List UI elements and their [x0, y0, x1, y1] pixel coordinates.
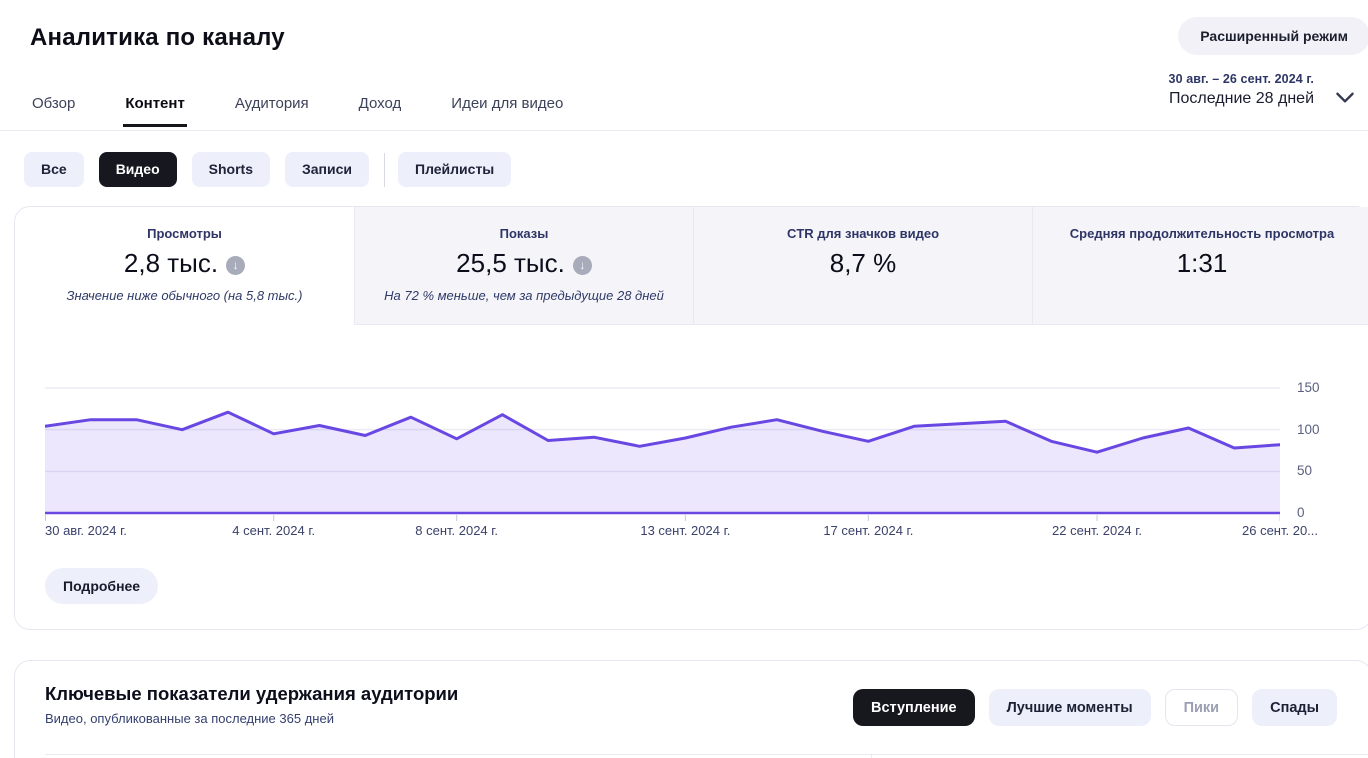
page-title: Аналитика по каналу	[30, 24, 285, 51]
metric-card-avg-duration[interactable]: Средняя продолжительность просмотра 1:31	[1032, 207, 1368, 325]
tab-audience[interactable]: Аудитория	[234, 95, 309, 112]
metric-value: 2,8 тыс. ↓	[15, 248, 354, 279]
retention-subtitle: Видео, опубликованные за последние 365 д…	[45, 711, 334, 726]
chevron-down-icon[interactable]	[1332, 84, 1358, 110]
tab-content[interactable]: Контент	[123, 93, 187, 127]
metric-label: Средняя продолжительность просмотра	[1069, 226, 1335, 241]
x-axis-tick: 13 сент. 2024 г.	[640, 523, 731, 538]
x-axis-tick: 30 авг. 2024 г.	[45, 523, 127, 538]
arrow-down-circle-icon: ↓	[226, 255, 246, 275]
retention-card: Ключевые показатели удержания аудитории …	[14, 660, 1368, 758]
metric-value: 1:31	[1176, 248, 1228, 278]
date-range-selector[interactable]: 30 авг. – 26 сент. 2024 г. Последние 28 …	[1169, 72, 1314, 108]
y-axis-tick: 100	[1297, 421, 1320, 437]
metric-cards-row: Просмотры 2,8 тыс. ↓ Значение ниже обычно…	[15, 207, 1368, 325]
filter-shorts[interactable]: Shorts	[191, 152, 270, 187]
date-range-text: 30 авг. – 26 сент. 2024 г.	[1168, 72, 1314, 86]
content-type-filters: Все Видео Shorts Записи Плейлисты	[24, 152, 526, 187]
metric-card-impressions[interactable]: Показы 25,5 тыс. ↓ На 72 % меньше, чем за…	[354, 207, 693, 325]
tab-revenue[interactable]: Доход	[358, 95, 402, 112]
x-axis-tick: 17 сент. 2024 г.	[823, 523, 914, 538]
filter-divider	[384, 152, 385, 187]
details-button[interactable]: Подробнее	[45, 568, 159, 604]
filter-video[interactable]: Видео	[98, 152, 177, 187]
metric-value: 25,5 тыс. ↓	[355, 248, 693, 279]
tab-overview[interactable]: Обзор	[32, 95, 76, 112]
views-line-chart[interactable]	[43, 381, 1282, 521]
y-axis-tick: 0	[1297, 505, 1305, 520]
metric-note: На 72 % меньше, чем за предыдущие 28 дне…	[384, 288, 664, 303]
arrow-down-circle-icon: ↓	[572, 255, 592, 275]
filter-all[interactable]: Все	[24, 152, 84, 187]
retention-filter-intro[interactable]: Вступление	[852, 689, 975, 726]
metric-value: 8,7 %	[829, 248, 897, 278]
retention-filter-buttons: Вступление Лучшие моменты Пики Спады	[839, 689, 1337, 726]
x-axis-tick: 22 сент. 2024 г.	[1052, 523, 1143, 538]
analytics-tabs: Обзор Контент Аудитория Доход Идеи для в…	[0, 93, 1368, 131]
x-axis-tick: 4 сент. 2024 г.	[232, 523, 316, 538]
metric-label: Показы	[499, 226, 549, 241]
metric-label: Просмотры	[147, 226, 222, 241]
retention-filter-top-moments[interactable]: Лучшие моменты	[988, 689, 1151, 726]
retention-filter-dips[interactable]: Спады	[1252, 689, 1337, 726]
filter-live[interactable]: Записи	[284, 152, 369, 187]
tab-video-ideas[interactable]: Идеи для видео	[451, 95, 564, 112]
metric-card-ctr[interactable]: CTR для значков видео 8,7 %	[693, 207, 1032, 325]
metric-label: CTR для значков видео	[786, 226, 940, 241]
filter-playlists[interactable]: Плейлисты	[398, 152, 512, 187]
retention-filter-spikes: Пики	[1164, 689, 1239, 726]
retention-table-column-divider	[871, 754, 872, 758]
y-axis-tick: 150	[1297, 380, 1320, 395]
advanced-mode-button[interactable]: Расширенный режим	[1178, 17, 1368, 55]
retention-table-divider	[45, 754, 1368, 755]
analytics-card: Просмотры 2,8 тыс. ↓ Значение ниже обычно…	[14, 206, 1368, 630]
retention-title: Ключевые показатели удержания аудитории	[45, 683, 459, 704]
x-axis-tick: 26 сент. 20...	[1241, 523, 1319, 538]
x-axis-tick: 8 сент. 2024 г.	[415, 523, 499, 538]
y-axis-tick: 50	[1297, 463, 1313, 479]
metric-note: Значение ниже обычного (на 5,8 тыс.)	[66, 288, 303, 303]
metric-card-views[interactable]: Просмотры 2,8 тыс. ↓ Значение ниже обычно…	[15, 207, 354, 325]
date-range-preset: Последние 28 дней	[1169, 90, 1314, 107]
